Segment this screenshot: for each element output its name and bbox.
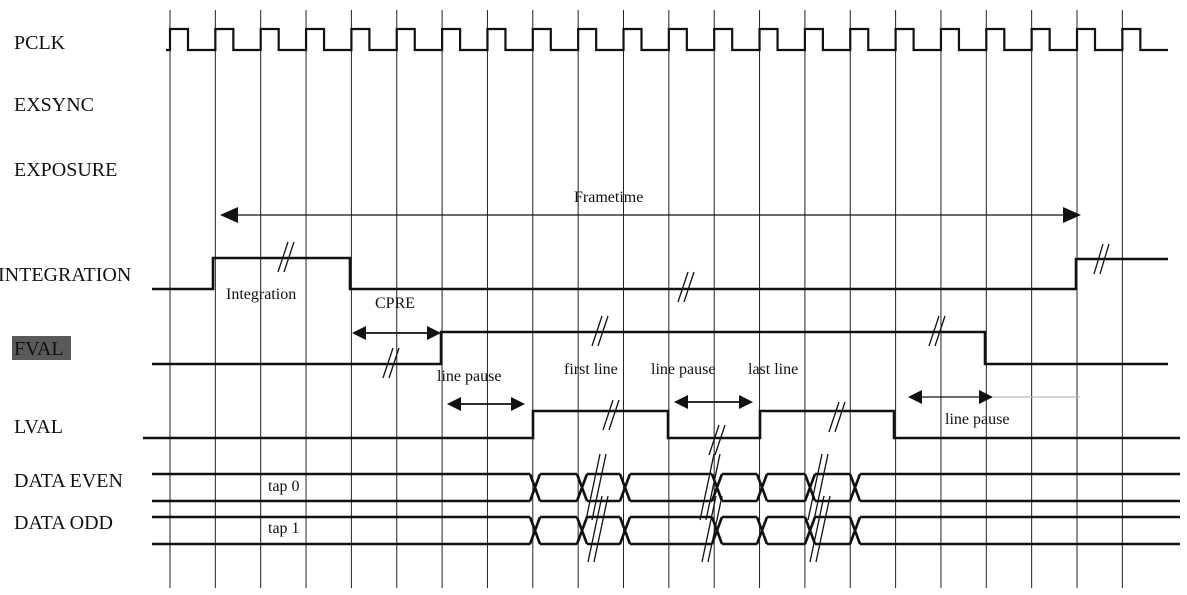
- line-pause-label-1: line pause: [437, 368, 501, 385]
- line-pause-arrow-2: [674, 395, 753, 409]
- integration-waveform: [152, 256, 1168, 291]
- fval-break-marks: [382, 315, 946, 379]
- data-break-marks: [585, 453, 831, 563]
- signal-label-exposure: EXPOSURE: [14, 159, 117, 181]
- line-pause-arrow-3: [908, 390, 1080, 404]
- cpre-label: CPRE: [375, 295, 415, 312]
- data-even-bus: [152, 472, 1180, 503]
- last-line-label: last line: [748, 361, 798, 378]
- signal-labels: PCLK EXSYNC EXPOSURE INTEGRATION FVAL LV…: [0, 32, 131, 534]
- fval-label-highlight: [12, 336, 71, 360]
- tap0-label: tap 0: [268, 478, 300, 495]
- line-pause-arrow-1: [447, 397, 525, 411]
- fval-waveform: [152, 330, 1168, 366]
- cpre-arrow: [352, 326, 441, 340]
- signal-label-data-odd: DATA ODD: [14, 512, 113, 534]
- data-odd-bus: [152, 515, 1180, 546]
- signal-label-exsync: EXSYNC: [14, 94, 94, 116]
- integration-break-marks: [277, 241, 1110, 303]
- data-odd-waveform: [152, 515, 1180, 546]
- signal-label-integration: INTEGRATION: [0, 264, 131, 286]
- frametime-label: Frametime: [574, 189, 643, 206]
- lval-waveform: [143, 409, 1180, 440]
- tap1-label: tap 1: [268, 520, 300, 537]
- signal-label-pclk: PCLK: [14, 32, 66, 54]
- first-line-label: first line: [564, 361, 618, 378]
- line-pause-label-3: line pause: [945, 411, 1009, 428]
- line-pause-label-2: line pause: [651, 361, 715, 378]
- integration-annotation: Integration: [226, 286, 296, 303]
- signal-label-data-even: DATA EVEN: [14, 470, 123, 492]
- data-even-waveform: [152, 472, 1180, 503]
- signal-label-lval: LVAL: [14, 416, 63, 438]
- frametime-arrow: [220, 207, 1081, 223]
- signal-label-fval: FVAL: [14, 338, 64, 360]
- pclk-waveform: [166, 27, 1168, 52]
- lval-break-marks: [602, 399, 846, 456]
